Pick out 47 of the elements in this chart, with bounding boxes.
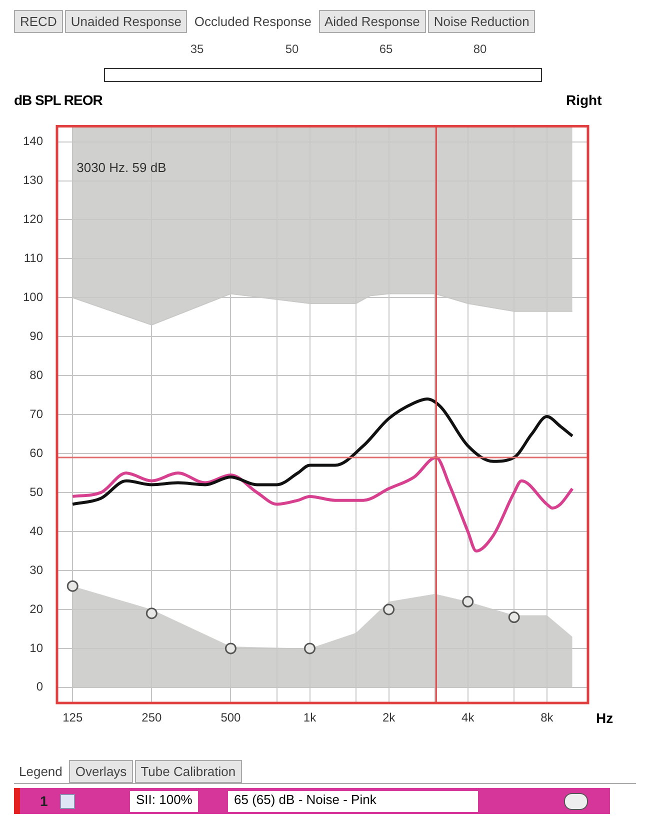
point — [224, 642, 236, 654]
text: SII: 100% — [130, 791, 198, 812]
text: Occluded Response — [189, 11, 316, 32]
y-axis-title: dB SPL REOR — [14, 92, 102, 108]
text: 65 — [378, 42, 394, 56]
x-tick-label: 1k — [303, 710, 318, 725]
y-tick-label: 20 — [30, 602, 44, 616]
y-tick-label: 70 — [30, 406, 44, 421]
point — [66, 580, 78, 592]
text: Noise Reduction — [428, 10, 536, 33]
text: 65 (65) dB - Noise - Pink — [228, 791, 478, 812]
text: Overlays — [69, 760, 133, 783]
x-tick-label: 8k — [540, 710, 554, 725]
y-tick-label: 10 — [30, 640, 44, 655]
x-tick-label: 250 — [142, 710, 162, 725]
y-tick-label: 40 — [30, 524, 44, 538]
text: Tube Calibration — [134, 760, 242, 783]
y-tick-label: 30 — [30, 562, 44, 577]
text: Unaided Response — [64, 10, 188, 33]
chart-subtitle: Right — [566, 92, 602, 108]
text: 35 — [189, 42, 205, 56]
text: 50 — [284, 42, 300, 56]
x-axis-title: Hz — [596, 710, 614, 726]
text: RECD — [14, 10, 63, 33]
y-tick-label: 140 — [22, 134, 44, 148]
annotation: 3030 Hz. 59 dB — [76, 160, 166, 175]
x-tick-label: 125 — [62, 710, 83, 725]
point — [383, 604, 395, 616]
y-tick-label: 100 — [22, 290, 44, 304]
text: Aided Response — [318, 10, 426, 33]
y-tick-label: 80 — [30, 368, 44, 382]
point — [146, 608, 158, 620]
x-tick-label: 2k — [382, 710, 396, 725]
y-tick-label: 50 — [30, 484, 44, 499]
y-tick-label: 120 — [22, 212, 44, 226]
point — [462, 596, 474, 608]
text: 1 — [40, 793, 48, 809]
y-tick-label: 60 — [30, 446, 44, 460]
x-tick-label: 4k — [462, 710, 476, 725]
y-tick-label: 0 — [36, 680, 44, 694]
point — [304, 642, 316, 654]
y-tick-label: 130 — [22, 173, 44, 188]
y-tick-label: 110 — [24, 251, 44, 266]
text: 80 — [472, 42, 488, 56]
x-tick-label: 500 — [220, 710, 242, 725]
y-tick-label: 90 — [30, 328, 44, 343]
text: Legend — [14, 761, 68, 782]
